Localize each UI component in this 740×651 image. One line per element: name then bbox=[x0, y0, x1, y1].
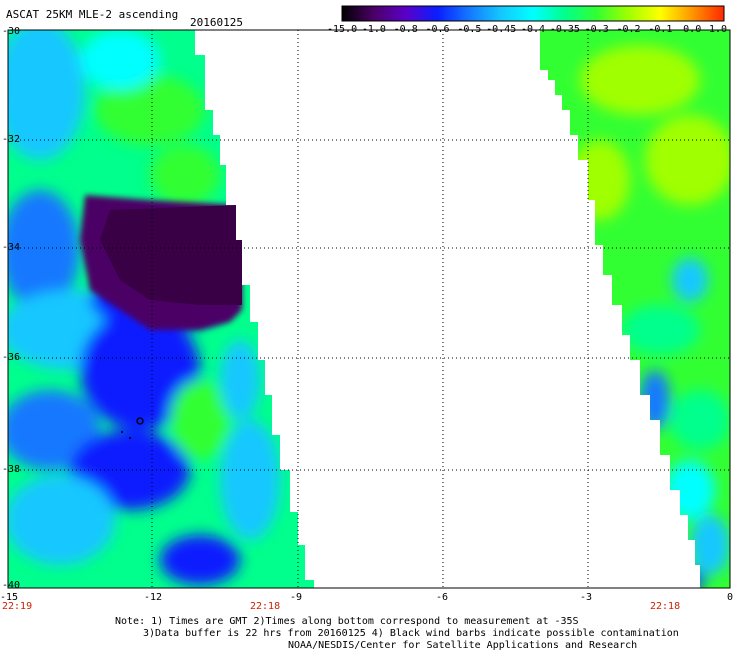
note-line-1: Note: 1) Times are GMT 2)Times along bot… bbox=[115, 616, 579, 627]
colorbar-label: -0.3 bbox=[584, 24, 609, 35]
time-left: 22:19 bbox=[2, 601, 33, 612]
swath-right bbox=[540, 30, 730, 588]
colorbar-ramp bbox=[341, 5, 725, 22]
colorbar bbox=[341, 5, 725, 22]
lon-label-6: -6 bbox=[436, 592, 449, 603]
lat-label-34: -34 bbox=[2, 242, 21, 253]
map-date: 20160125 bbox=[190, 16, 243, 29]
map-title: ASCAT 25KM MLE-2 ascending bbox=[6, 8, 179, 21]
lon-label-0: 0 bbox=[727, 592, 734, 603]
colorbar-label: 1.0 bbox=[709, 24, 728, 35]
colorbar-label: -0.8 bbox=[393, 24, 418, 35]
note-line-2: 3)Data buffer is 22 hrs from 20160125 4)… bbox=[143, 628, 679, 639]
colorbar-label: -0.6 bbox=[425, 24, 450, 35]
colorbar-label: -15.0 bbox=[327, 24, 358, 35]
lat-label-38: -38 bbox=[2, 464, 21, 475]
swath-left bbox=[8, 30, 314, 588]
note-line-3: NOAA/NESDIS/Center for Satellite Applica… bbox=[288, 640, 638, 651]
time-right: 22:18 bbox=[650, 601, 681, 612]
colorbar-label: -0.4 bbox=[521, 24, 546, 35]
map-frame bbox=[7, 29, 731, 589]
lon-label-15: -15 bbox=[0, 592, 19, 603]
colorbar-label: 0.0 bbox=[683, 24, 702, 35]
lat-label-30: -30 bbox=[2, 26, 21, 37]
lon-label-3: -3 bbox=[580, 592, 593, 603]
time-mid: 22:18 bbox=[250, 601, 281, 612]
colorbar-label: -1.0 bbox=[361, 24, 386, 35]
colorbar-label: -0.35 bbox=[549, 24, 580, 35]
colorbar-label: -0.1 bbox=[648, 24, 673, 35]
contamination-markers bbox=[121, 417, 144, 439]
lon-label-9: -9 bbox=[290, 592, 303, 603]
lat-label-32: -32 bbox=[2, 134, 21, 145]
lat-label-36: -36 bbox=[2, 352, 21, 363]
graticule bbox=[8, 30, 730, 588]
lat-label-40: -40 bbox=[2, 580, 21, 591]
colorbar-label: -0.45 bbox=[486, 24, 517, 35]
colorbar-label: -0.2 bbox=[616, 24, 641, 35]
lon-label-12: -12 bbox=[144, 592, 163, 603]
colorbar-label: -0.5 bbox=[457, 24, 482, 35]
